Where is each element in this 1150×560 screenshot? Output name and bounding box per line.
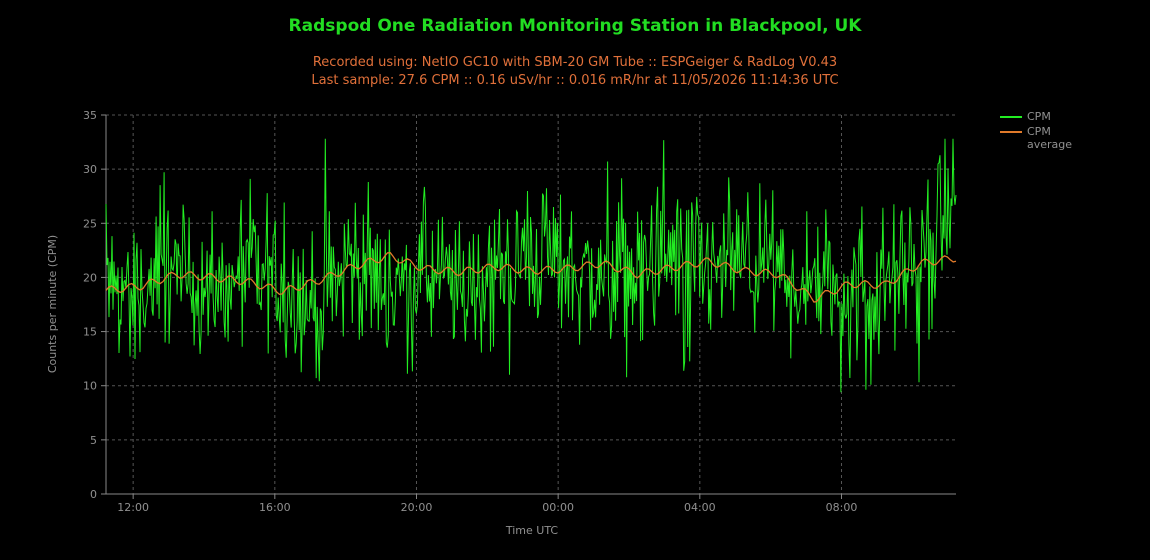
chart-subtitle-last-sample: Last sample: 27.6 CPM :: 0.16 uSv/hr :: … (311, 73, 839, 88)
x-axis-label: Time UTC (505, 524, 559, 537)
y-tick-label-20: 20 (83, 271, 97, 284)
y-axis-label: Counts per minute (CPM) (46, 235, 59, 373)
x-tick-label-0800: 08:00 (826, 501, 858, 514)
y-tick-label-35: 35 (83, 109, 97, 122)
x-tick-label-0000: 00:00 (542, 501, 574, 514)
legend-label-cpm: CPM (1027, 110, 1051, 123)
series-line-cpm (105, 138, 957, 393)
y-tick-label-10: 10 (83, 380, 97, 393)
y-tick-label-30: 30 (83, 163, 97, 176)
y-tick-label-0: 0 (90, 488, 97, 501)
series-layer (105, 138, 957, 393)
x-tick-label-1600: 16:00 (259, 501, 291, 514)
chart-subtitle-recorder: Recorded using: NetIO GC10 with SBM-20 G… (312, 55, 838, 70)
chart-title: Radspod One Radiation Monitoring Station… (288, 16, 862, 36)
grid-lines (106, 114, 956, 494)
legend-swatch-cpm-average (1000, 131, 1022, 133)
y-tick-label-5: 5 (90, 434, 97, 447)
legend-label-cpm-average: CPM average (1027, 125, 1073, 151)
y-tick-label-15: 15 (83, 326, 97, 339)
series-line-cpm-average (105, 252, 957, 303)
x-tick-label-0400: 04:00 (684, 501, 716, 514)
x-tick-label-1200: 12:00 (117, 501, 149, 514)
axes: 0 5 10 15 20 25 30 35 12:00 16:00 20:00 00:00 04:00 0… (83, 109, 956, 514)
legend-swatch-cpm (1000, 116, 1022, 118)
y-tick-label-25: 25 (83, 217, 97, 230)
x-tick-label-2000: 20:00 (401, 501, 433, 514)
